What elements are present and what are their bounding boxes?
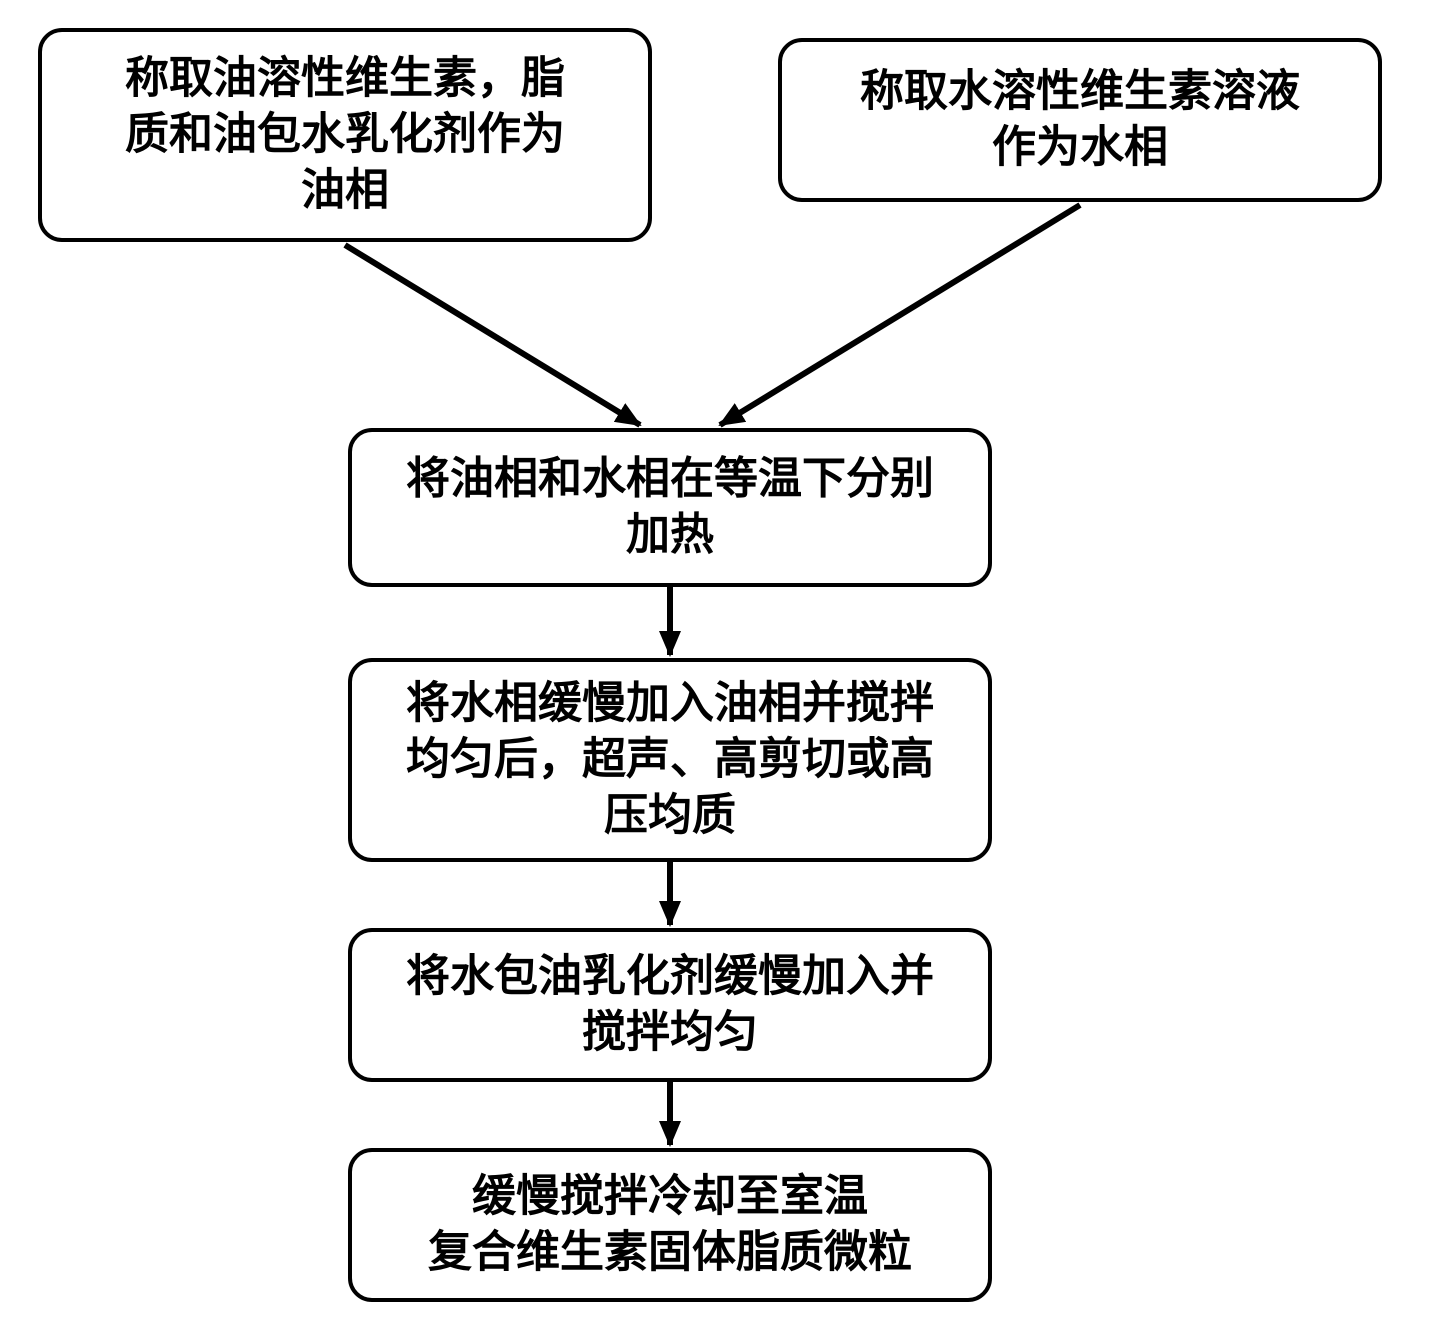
flow-node-oil-phase: 称取油溶性维生素，脂质和油包水乳化剂作为油相 <box>40 30 650 240</box>
node-text-line: 均匀后，超声、高剪切或高 <box>406 735 934 784</box>
node-text-line: 称取油溶性维生素，脂 <box>125 54 565 103</box>
node-text-line: 将油相和水相在等温下分别 <box>406 454 934 503</box>
node-text-line: 称取水溶性维生素溶液 <box>860 67 1300 116</box>
flow-arrow-e-water-to-heat <box>720 205 1080 425</box>
node-text-line: 质和油包水乳化剂作为 <box>125 110 565 159</box>
node-text-line: 将水包油乳化剂缓慢加入并 <box>406 952 934 1001</box>
node-text-line: 复合维生素固体脂质微粒 <box>428 1228 912 1277</box>
node-text-line: 作为水相 <box>992 123 1168 172</box>
node-text-line: 加热 <box>626 510 714 559</box>
node-text-line: 油相 <box>301 166 389 215</box>
node-text-line: 搅拌均匀 <box>582 1008 758 1057</box>
flow-node-water-phase: 称取水溶性维生素溶液作为水相 <box>780 40 1380 200</box>
flow-arrow-e-oil-to-heat <box>345 245 640 425</box>
flowchart-canvas: 称取油溶性维生素，脂质和油包水乳化剂作为油相称取水溶性维生素溶液作为水相将油相和… <box>0 0 1435 1321</box>
node-box <box>780 40 1380 200</box>
flow-node-heat: 将油相和水相在等温下分别加热 <box>350 430 990 585</box>
node-text-line: 将水相缓慢加入油相并搅拌 <box>406 679 934 728</box>
flow-node-mix: 将水相缓慢加入油相并搅拌均匀后，超声、高剪切或高压均质 <box>350 660 990 860</box>
node-text-line: 压均质 <box>604 791 736 840</box>
flow-node-add-emulsifier: 将水包油乳化剂缓慢加入并搅拌均匀 <box>350 930 990 1080</box>
node-text-line: 缓慢搅拌冷却至室温 <box>472 1171 868 1221</box>
flow-node-cool: 缓慢搅拌冷却至室温复合维生素固体脂质微粒 <box>350 1150 990 1300</box>
